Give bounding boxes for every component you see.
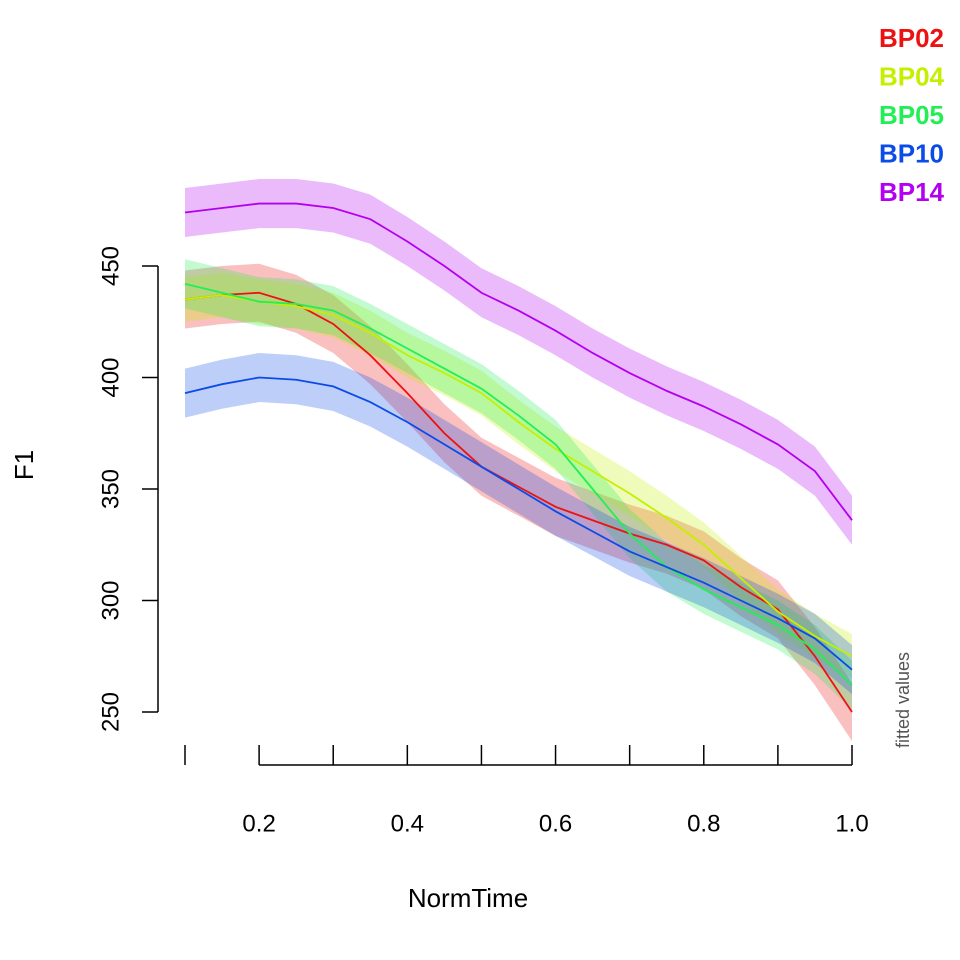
x-tick-label: 0.6 [539, 810, 572, 837]
series-line [184, 294, 853, 658]
confidence-band [185, 179, 852, 545]
x-tick-label: 0.8 [687, 810, 720, 837]
legend-entry: BP10 [879, 138, 944, 168]
confidence-band [185, 272, 852, 679]
x-tick-label: 0.4 [391, 810, 424, 837]
legend-entry: BP05 [879, 100, 944, 130]
y-tick-label: 350 [97, 469, 124, 509]
y-tick-label: 300 [97, 580, 124, 620]
annotation: fitted values [893, 652, 913, 748]
y-tick-label: 250 [97, 692, 124, 732]
legend-entry: BP04 [879, 61, 945, 91]
y-tick-label: 400 [97, 357, 124, 397]
y-axis-title: F1 [9, 450, 39, 480]
confidence-band [185, 352, 852, 695]
confidence-band [185, 263, 852, 741]
y-tick-label: 450 [97, 246, 124, 286]
x-axis-title: NormTime [408, 883, 528, 913]
legend-entry: BP02 [879, 23, 944, 53]
confidence-band [185, 259, 852, 710]
x-tick-label: 1.0 [835, 810, 868, 837]
x-tick-label: 0.2 [242, 810, 275, 837]
series-line [184, 202, 853, 521]
series-line [184, 282, 853, 686]
series-line [184, 376, 853, 671]
legend-entry: BP14 [879, 177, 945, 207]
